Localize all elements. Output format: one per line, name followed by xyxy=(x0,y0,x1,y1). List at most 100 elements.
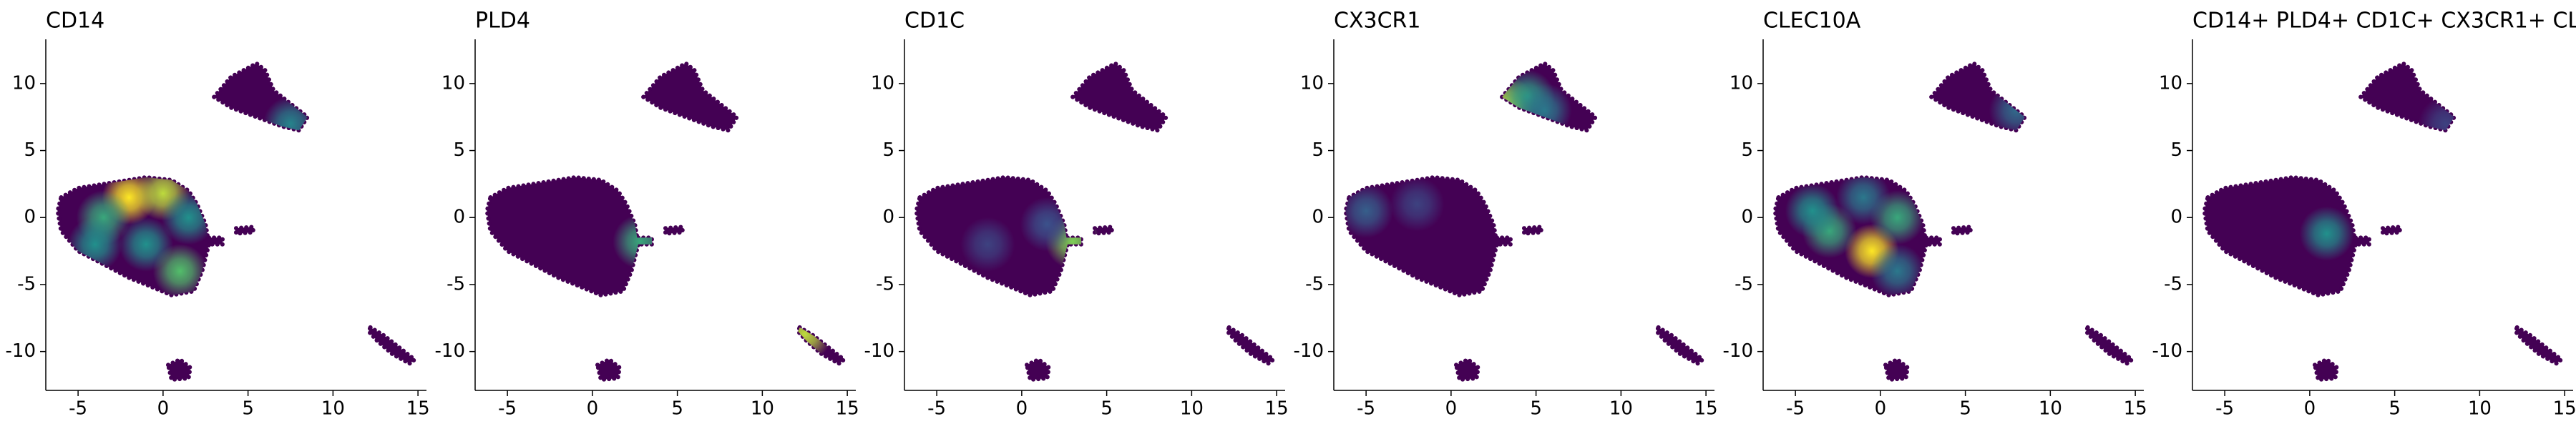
x-tick-label: 15 xyxy=(1694,398,1718,420)
x-tick-label: 5 xyxy=(1101,398,1113,420)
expression-hotspot xyxy=(1390,177,1445,232)
x-tick-label: 10 xyxy=(2039,398,2062,420)
chart-title: CD14+ PLD4+ CD1C+ CX3CR1+ CLEC xyxy=(2192,9,2576,34)
y-tick-label: 5 xyxy=(24,139,36,161)
x-tick-label: 0 xyxy=(1016,398,1028,420)
x-tick-label: 15 xyxy=(406,398,430,420)
chart-title: CX3CR1 xyxy=(1334,9,1420,34)
panel: CD1C -5 0 5 10 15 -10 -5 0 5 10 xyxy=(864,9,1289,420)
y-tick-label: 5 xyxy=(1312,139,1324,161)
cell-cluster xyxy=(663,225,685,236)
x-tick-label: 5 xyxy=(1530,398,1542,420)
x-tick-label: 5 xyxy=(1959,398,1971,420)
cell-cluster xyxy=(1224,324,1277,367)
cell-cluster xyxy=(484,174,641,298)
x-tick-label: 5 xyxy=(671,398,683,420)
x-tick-label: 0 xyxy=(157,398,170,420)
cell-cluster xyxy=(234,225,255,236)
y-tick-label: 5 xyxy=(882,139,894,161)
chart-title: CD14 xyxy=(46,9,104,34)
y-tick-label: -10 xyxy=(1723,340,1753,362)
cell-cluster xyxy=(1489,235,1513,247)
x-tick-label: 5 xyxy=(2389,398,2401,420)
x-tick-label: 15 xyxy=(1265,398,1289,420)
x-tick-label: -5 xyxy=(1786,398,1805,420)
cell-cluster xyxy=(1453,357,1481,383)
panel: CX3CR1 -5 0 5 10 15 -10 -5 0 5 10 xyxy=(1294,9,1718,420)
expression-hotspot xyxy=(1870,244,1925,299)
y-tick-label: -5 xyxy=(876,273,894,295)
chart-title: CLEC10A xyxy=(1763,9,1861,34)
y-tick-label: 0 xyxy=(1741,207,1753,228)
x-tick-label: 15 xyxy=(836,398,859,420)
y-tick-label: 0 xyxy=(882,207,894,228)
y-tick-label: -5 xyxy=(1735,273,1753,295)
x-tick-label: -5 xyxy=(1357,398,1375,420)
x-tick-label: 10 xyxy=(321,398,345,420)
x-tick-label: 0 xyxy=(1875,398,1887,420)
y-tick-label: -10 xyxy=(2152,340,2182,362)
expression-hotspot xyxy=(263,97,318,152)
cell-cluster xyxy=(1024,357,1052,383)
cell-cluster xyxy=(1069,61,1169,133)
x-tick-label: 10 xyxy=(2468,398,2492,420)
y-tick-label: 10 xyxy=(2159,72,2182,94)
y-tick-label: -5 xyxy=(447,273,465,295)
y-tick-label: -5 xyxy=(1305,273,1324,295)
expression-hotspot xyxy=(960,217,1015,272)
y-tick-label: -10 xyxy=(864,340,894,362)
y-tick-label: -10 xyxy=(6,340,36,362)
y-tick-label: 0 xyxy=(453,207,465,228)
cell-cluster xyxy=(366,324,419,367)
cell-cluster xyxy=(1951,225,1973,236)
x-tick-label: -5 xyxy=(69,398,87,420)
cell-cluster xyxy=(2381,225,2402,236)
x-tick-label: 5 xyxy=(242,398,254,420)
y-tick-label: -10 xyxy=(435,340,465,362)
chart-title: PLD4 xyxy=(475,9,530,34)
panel: CD14 -5 0 5 10 15 -10 -5 0 5 10 xyxy=(6,9,430,420)
cell-cluster xyxy=(2083,324,2136,367)
y-tick-label: 0 xyxy=(1312,207,1324,228)
x-tick-label: 15 xyxy=(2553,398,2576,420)
y-tick-label: 5 xyxy=(2170,139,2182,161)
y-tick-label: 5 xyxy=(1741,139,1753,161)
expression-hotspot xyxy=(1345,183,1394,238)
panel: CD14+ PLD4+ CD1C+ CX3CR1+ CLEC -5 0 5 10 15 -1… xyxy=(2152,9,2576,420)
panel: CLEC10A -5 0 5 10 15 -10 -5 0 5 10 xyxy=(1723,9,2147,420)
expression-hotspot xyxy=(777,307,832,362)
x-tick-label: -5 xyxy=(498,398,517,420)
x-tick-label: 0 xyxy=(2304,398,2316,420)
x-tick-label: -5 xyxy=(927,398,946,420)
cell-cluster xyxy=(595,357,623,383)
panel: PLD4 -5 0 5 10 15 -10 -5 0 5 10 xyxy=(435,9,859,420)
y-tick-label: 10 xyxy=(12,72,36,94)
x-tick-label: -5 xyxy=(2215,398,2234,420)
expression-hotspot xyxy=(161,190,216,245)
expression-hotspot xyxy=(152,244,208,299)
cell-cluster xyxy=(2202,174,2358,298)
expression-hotspot xyxy=(1785,183,1840,238)
expression-hotspot xyxy=(1836,170,1891,225)
expression-hotspot xyxy=(67,217,122,272)
chart-title: CD1C xyxy=(904,9,965,34)
x-tick-label: 10 xyxy=(1180,398,1204,420)
x-tick-label: 0 xyxy=(1445,398,1458,420)
y-tick-label: 10 xyxy=(1729,72,1753,94)
expression-hotspot xyxy=(2299,206,2354,261)
cell-cluster xyxy=(165,357,193,383)
cell-cluster xyxy=(2312,357,2340,383)
expression-hotspot xyxy=(613,214,668,269)
expression-layer xyxy=(613,214,832,362)
y-tick-label: -5 xyxy=(17,273,36,295)
y-tick-label: -5 xyxy=(2164,273,2182,295)
cell-cluster xyxy=(1654,324,1707,367)
cell-cluster xyxy=(201,235,225,247)
x-tick-label: 15 xyxy=(2124,398,2147,420)
expression-layer xyxy=(2299,97,2473,261)
y-tick-label: 10 xyxy=(871,72,894,94)
x-tick-label: 0 xyxy=(587,398,599,420)
x-tick-label: 10 xyxy=(1609,398,1633,420)
